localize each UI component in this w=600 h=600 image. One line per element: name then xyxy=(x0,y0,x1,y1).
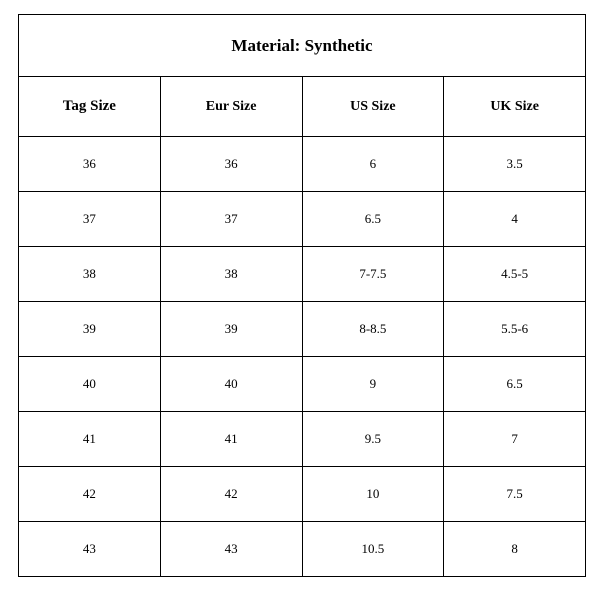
cell-us: 7-7.5 xyxy=(302,247,444,302)
cell-us: 8-8.5 xyxy=(302,302,444,357)
cell-eur: 42 xyxy=(160,467,302,522)
header-row: Tag Size Eur Size US Size UK Size xyxy=(19,77,586,137)
table-row: 42 42 10 7.5 xyxy=(19,467,586,522)
col-header-uk-size: UK Size xyxy=(444,77,586,137)
cell-uk: 7.5 xyxy=(444,467,586,522)
title-row: Material: Synthetic xyxy=(19,15,586,77)
table-title: Material: Synthetic xyxy=(19,15,586,77)
table-row: 36 36 6 3.5 xyxy=(19,137,586,192)
cell-us: 10 xyxy=(302,467,444,522)
cell-eur: 36 xyxy=(160,137,302,192)
cell-tag: 40 xyxy=(19,357,161,412)
table-row: 37 37 6.5 4 xyxy=(19,192,586,247)
cell-uk: 4 xyxy=(444,192,586,247)
col-header-tag-size: Tag Size xyxy=(19,77,161,137)
cell-us: 9.5 xyxy=(302,412,444,467)
cell-eur: 41 xyxy=(160,412,302,467)
table-row: 38 38 7-7.5 4.5-5 xyxy=(19,247,586,302)
size-chart-container: Material: Synthetic Tag Size Eur Size US… xyxy=(0,0,600,591)
cell-uk: 3.5 xyxy=(444,137,586,192)
table-row: 39 39 8-8.5 5.5-6 xyxy=(19,302,586,357)
table-row: 43 43 10.5 8 xyxy=(19,522,586,577)
cell-tag: 39 xyxy=(19,302,161,357)
cell-us: 10.5 xyxy=(302,522,444,577)
cell-eur: 39 xyxy=(160,302,302,357)
cell-uk: 5.5-6 xyxy=(444,302,586,357)
cell-tag: 36 xyxy=(19,137,161,192)
cell-tag: 42 xyxy=(19,467,161,522)
col-header-eur-size: Eur Size xyxy=(160,77,302,137)
cell-us: 9 xyxy=(302,357,444,412)
size-chart-table: Material: Synthetic Tag Size Eur Size US… xyxy=(18,14,586,577)
cell-uk: 8 xyxy=(444,522,586,577)
cell-eur: 38 xyxy=(160,247,302,302)
cell-uk: 4.5-5 xyxy=(444,247,586,302)
table-row: 40 40 9 6.5 xyxy=(19,357,586,412)
cell-eur: 40 xyxy=(160,357,302,412)
cell-tag: 38 xyxy=(19,247,161,302)
col-header-us-size: US Size xyxy=(302,77,444,137)
cell-tag: 41 xyxy=(19,412,161,467)
cell-tag: 43 xyxy=(19,522,161,577)
cell-us: 6 xyxy=(302,137,444,192)
cell-uk: 7 xyxy=(444,412,586,467)
cell-us: 6.5 xyxy=(302,192,444,247)
table-row: 41 41 9.5 7 xyxy=(19,412,586,467)
cell-eur: 43 xyxy=(160,522,302,577)
cell-uk: 6.5 xyxy=(444,357,586,412)
cell-eur: 37 xyxy=(160,192,302,247)
cell-tag: 37 xyxy=(19,192,161,247)
